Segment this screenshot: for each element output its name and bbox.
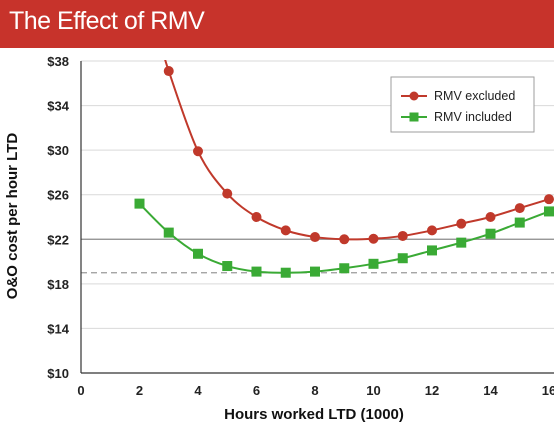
- x-axis-title: Hours worked LTD (1000): [224, 406, 404, 423]
- y-tick-label: $34: [47, 99, 69, 114]
- point-rmv-included: [368, 258, 379, 269]
- point-rmv-included: [310, 266, 320, 277]
- point-rmv-included: [222, 261, 233, 272]
- x-tick-label: 10: [366, 383, 380, 398]
- legend-label-rmv-included: RMV included: [434, 110, 512, 124]
- x-tick-label: 2: [136, 383, 143, 398]
- point-rmv-excluded: [339, 234, 350, 245]
- point-rmv-included: [193, 248, 203, 259]
- y-tick-label: $30: [47, 143, 69, 158]
- series-layer: [134, 60, 554, 278]
- legend-marker-rmv-excluded: [409, 91, 419, 101]
- point-rmv-included: [163, 227, 174, 238]
- point-rmv-excluded: [514, 203, 525, 214]
- point-rmv-included: [456, 237, 467, 248]
- legend-marker-rmv-included: [409, 112, 419, 122]
- point-rmv-included: [485, 228, 496, 239]
- x-tick-label: 6: [253, 383, 260, 398]
- point-rmv-excluded: [427, 225, 437, 236]
- legend-label-rmv-excluded: RMV excluded: [434, 89, 515, 103]
- x-tick-label: 14: [483, 383, 498, 398]
- axes: $10 $14 $18 $22 $26 $30 $34 $38 0 2 4 6 8 10 12 14 16: [47, 54, 554, 398]
- y-tick-label: $18: [47, 277, 69, 292]
- legend: RMV excluded RMV included: [390, 76, 535, 133]
- point-rmv-excluded: [222, 188, 233, 199]
- x-tick-label: 0: [77, 383, 84, 398]
- x-tick-label: 12: [425, 383, 439, 398]
- legend-box: [390, 76, 535, 133]
- point-rmv-included: [397, 253, 408, 264]
- point-rmv-excluded: [397, 230, 408, 241]
- point-rmv-excluded: [456, 218, 467, 229]
- x-tick-label: 16: [542, 383, 554, 398]
- x-tick-label: 8: [311, 383, 318, 398]
- point-rmv-excluded: [368, 233, 379, 244]
- title-bar: The Effect of RMV: [0, 0, 554, 48]
- y-tick-label: $26: [47, 188, 69, 203]
- point-rmv-excluded: [310, 232, 320, 243]
- point-rmv-included: [544, 206, 554, 217]
- y-tick-label: $14: [47, 321, 69, 336]
- point-rmv-included: [514, 217, 525, 228]
- point-rmv-excluded: [163, 66, 174, 77]
- chart-title: The Effect of RMV: [9, 7, 205, 35]
- y-axis-title: O&O cost per hour LTD: [4, 133, 21, 300]
- point-rmv-included: [280, 267, 291, 278]
- point-rmv-excluded: [544, 194, 554, 205]
- y-tick-label: $38: [47, 54, 69, 69]
- point-rmv-excluded: [251, 212, 262, 222]
- x-tick-label: 4: [194, 383, 202, 398]
- point-rmv-excluded: [193, 146, 203, 157]
- point-rmv-included: [427, 245, 437, 256]
- point-rmv-included: [251, 266, 262, 277]
- point-rmv-included: [339, 263, 350, 274]
- y-tick-label: $10: [47, 366, 69, 381]
- point-rmv-included: [134, 198, 145, 209]
- point-rmv-excluded: [280, 225, 291, 236]
- point-rmv-excluded: [485, 212, 496, 222]
- y-tick-label: $22: [47, 232, 69, 247]
